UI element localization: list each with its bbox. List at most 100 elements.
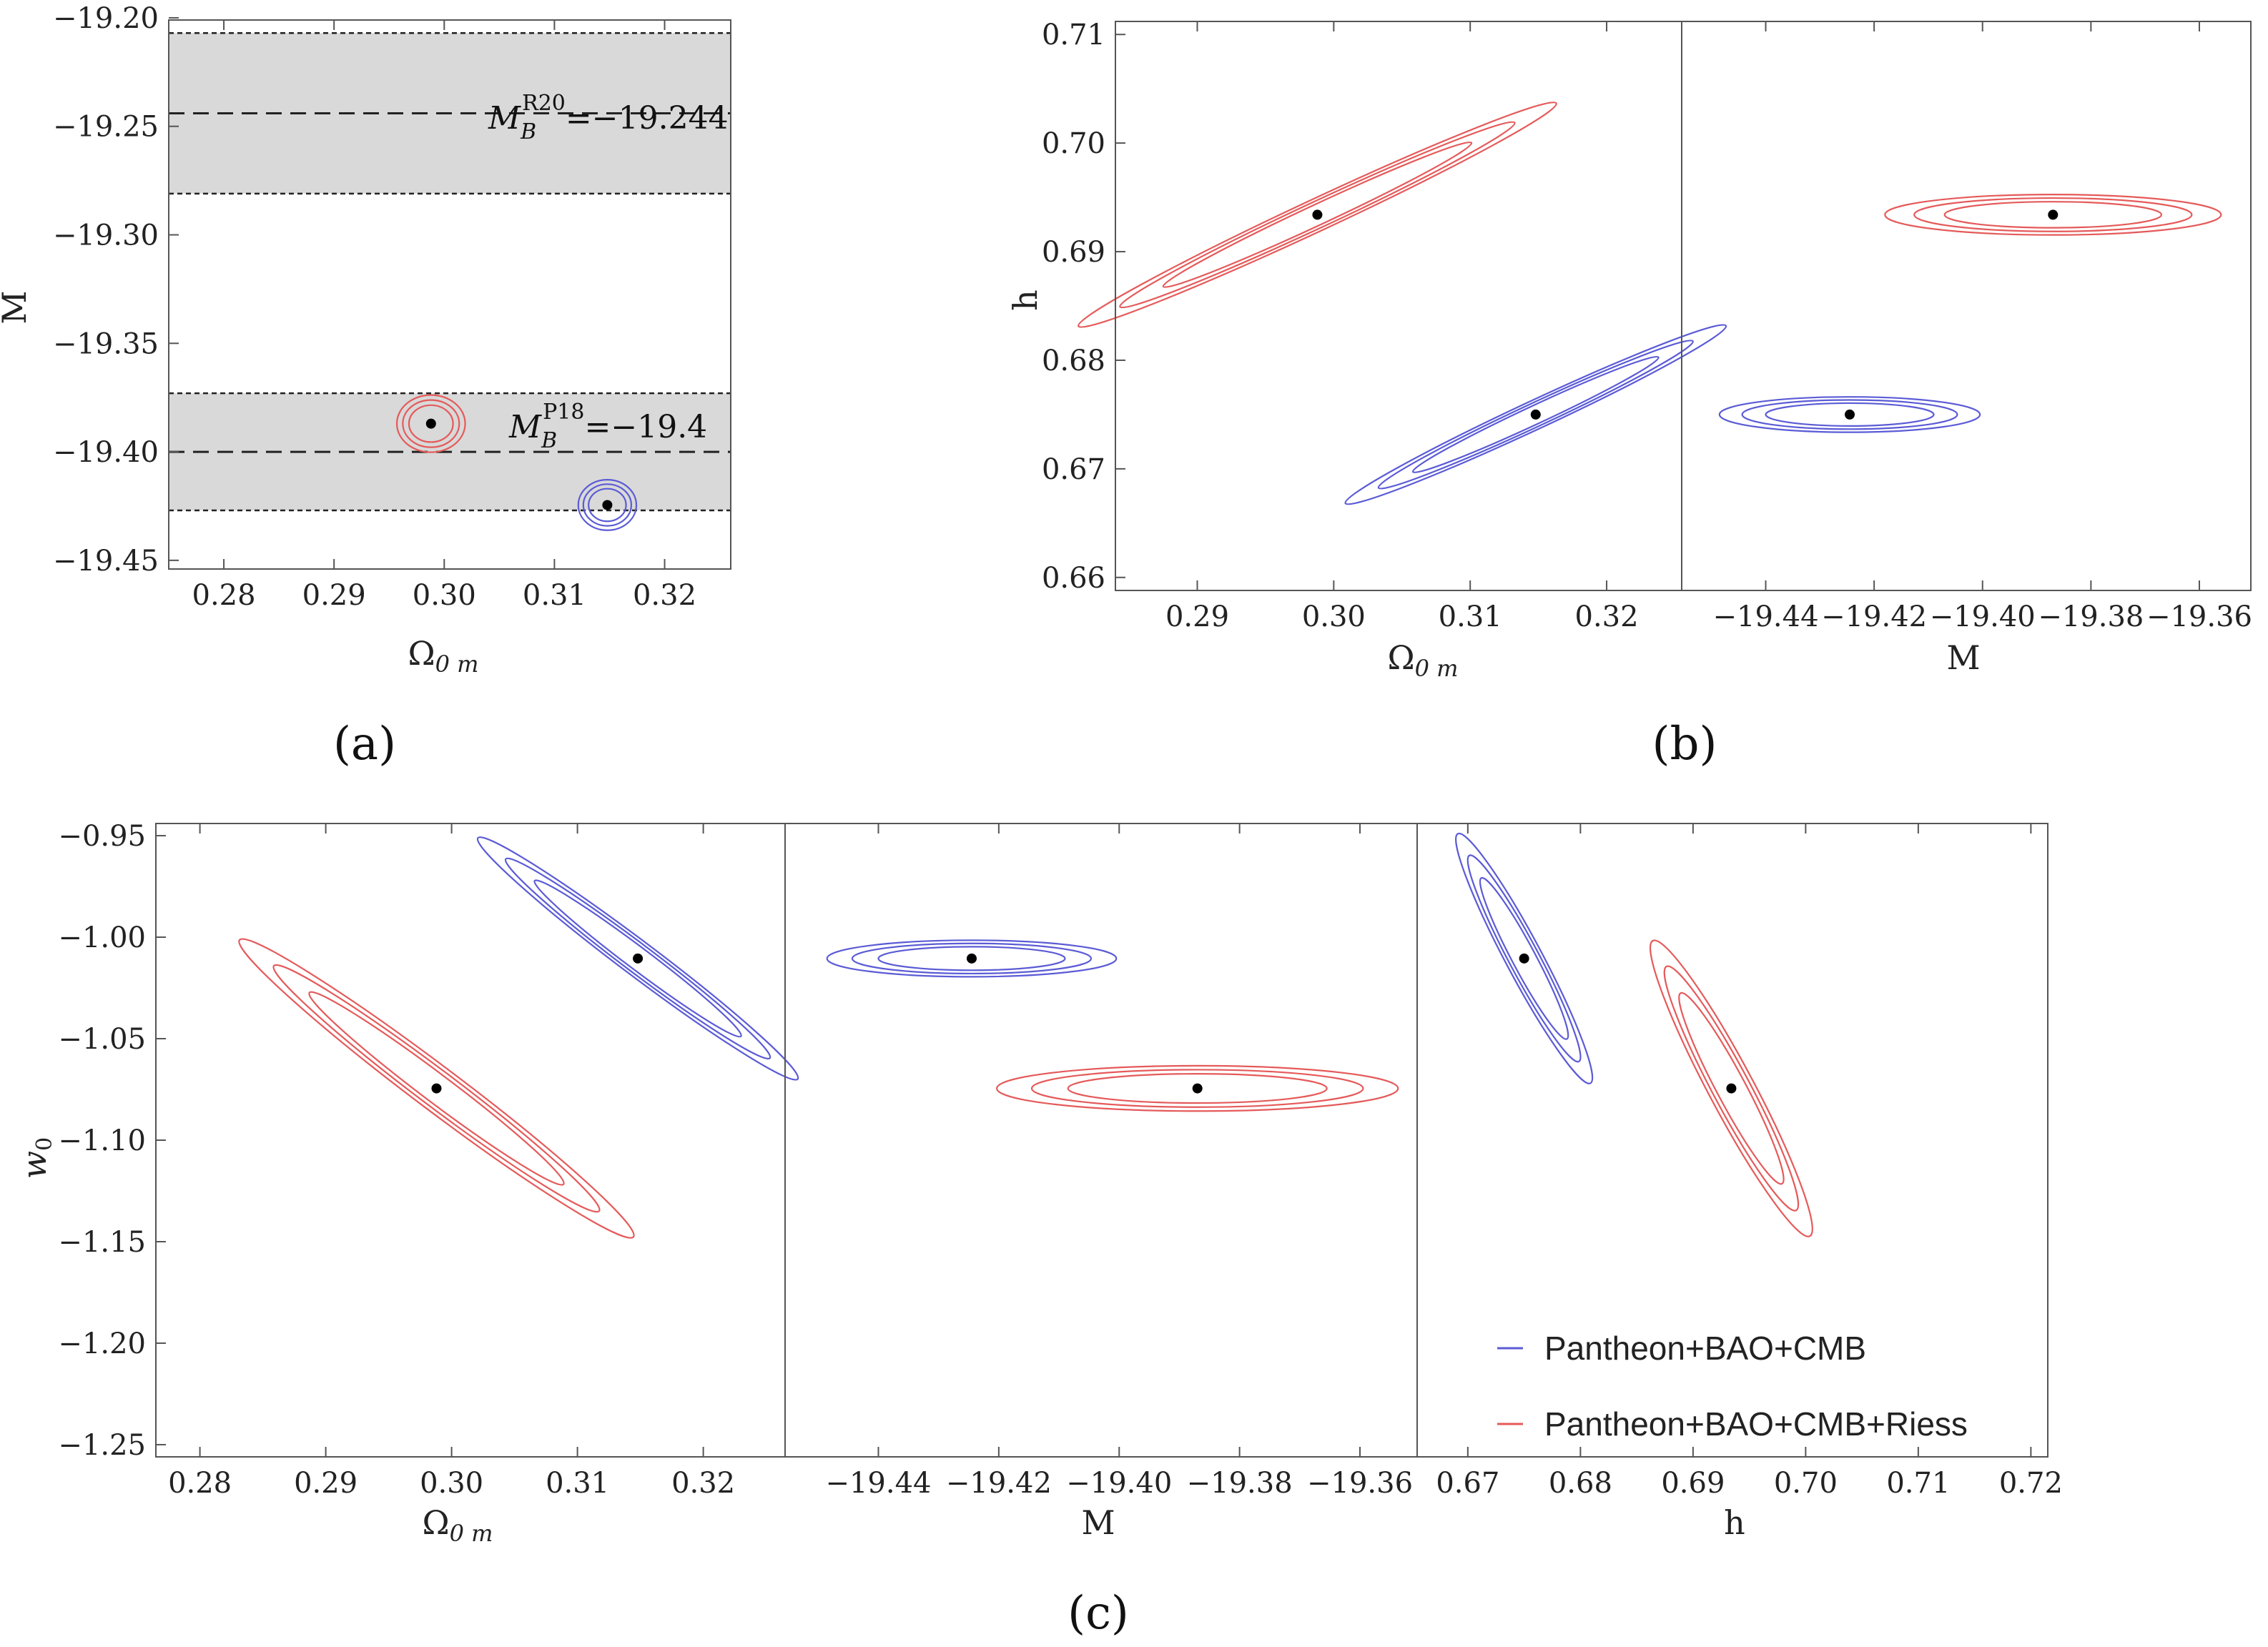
contour-c3-pantheon-bao-cmb-riess-2sigma <box>1663 965 1800 1212</box>
xtick-label-c3: 0.69 <box>1661 1467 1725 1500</box>
xtick-label-b1: 0.31 <box>1439 600 1502 633</box>
contour-c2-pantheon-bao-cmb-riess-3sigma <box>996 1064 1399 1112</box>
contour-a-pantheon-bao-cmb-riess-1sigma <box>408 404 454 443</box>
xtick-label-c1: 0.31 <box>546 1467 609 1500</box>
frame-b1 <box>1115 21 1682 591</box>
ytick-label-a: −19.35 <box>53 327 159 360</box>
ytick-label-c1: −1.25 <box>58 1429 146 1462</box>
contour-c3-pantheon-bao-cmb-riess-3sigma <box>1649 939 1813 1237</box>
ytick-label-c1: −1.05 <box>58 1023 146 1056</box>
ytick-label-b1: 0.69 <box>1042 236 1105 269</box>
xtick-label-c1: 0.30 <box>420 1467 483 1500</box>
xtick-label-c3: 0.67 <box>1436 1467 1499 1500</box>
ytick-label-c1: −1.00 <box>58 921 146 954</box>
best-fit-point-c2-0 <box>966 953 977 964</box>
panel-b1-xlabel: Ω0 m <box>1387 638 1458 682</box>
ytick-label-a: −19.30 <box>53 219 159 252</box>
xtick-label-b2: −19.44 <box>1712 600 1818 633</box>
contour-c2-pantheon-bao-cmb-2sigma <box>851 942 1093 975</box>
xtick-label-c1: 0.28 <box>168 1467 232 1500</box>
contour-c1-pantheon-bao-cmb-riess-3sigma <box>238 938 635 1239</box>
best-fit-point-b1-0 <box>1530 409 1541 420</box>
contour-b2-pantheon-bao-cmb-riess-2sigma <box>1913 197 2193 232</box>
xtick-label-c3: 0.72 <box>1999 1467 2063 1500</box>
frame-b2 <box>1681 21 2252 591</box>
panel-b-ylabel: h <box>1006 290 1045 311</box>
ytick-label-b1: 0.71 <box>1042 19 1105 51</box>
best-fit-point-c1-0 <box>633 953 644 964</box>
contour-b2-pantheon-bao-cmb-riess-3sigma <box>1884 194 2222 236</box>
panel-label-b: (b) <box>1652 718 1717 771</box>
xtick-label-c1: 0.32 <box>671 1467 735 1500</box>
panel-c2-xlabel: M <box>1081 1503 1115 1542</box>
contour-a-pantheon-bao-cmb-3sigma <box>577 479 638 531</box>
contour-b2-pantheon-bao-cmb-3sigma <box>1718 396 1981 433</box>
xtick-label-c2: −19.40 <box>1066 1467 1172 1500</box>
contour-b2-pantheon-bao-cmb-riess-1sigma <box>1943 201 2163 229</box>
xtick-label-a: 0.30 <box>413 579 476 612</box>
contour-b1-pantheon-bao-cmb-riess-1sigma <box>1162 141 1473 288</box>
best-fit-point-c2-1 <box>1192 1083 1203 1094</box>
xtick-label-c3: 0.68 <box>1549 1467 1612 1500</box>
panel-a-ylabel: M <box>0 290 34 324</box>
xtick-label-b2: −19.40 <box>1930 600 2036 633</box>
contour-b1-pantheon-bao-cmb-riess-3sigma <box>1077 102 1557 328</box>
xtick-label-a: 0.29 <box>302 579 366 612</box>
band-label-r20: MBR20=−19.244 <box>488 91 729 144</box>
legend-label-pantheon-bao-cmb-riess: Pantheon+BAO+CMB+Riess <box>1544 1405 1968 1443</box>
ytick-label-c1: −1.10 <box>58 1124 146 1157</box>
ytick-label-a: −19.45 <box>53 545 159 578</box>
best-fit-point-c1-1 <box>431 1083 442 1094</box>
contour-c1-pantheon-bao-cmb-riess-1sigma <box>308 991 565 1186</box>
ytick-label-b1: 0.68 <box>1042 345 1105 377</box>
xtick-label-b1: 0.30 <box>1302 600 1366 633</box>
best-fit-point-b2-1 <box>2048 209 2059 220</box>
xtick-label-c2: −19.42 <box>946 1467 1052 1500</box>
panel-label-a: (a) <box>333 718 396 771</box>
contour-c1-pantheon-bao-cmb-3sigma <box>476 836 799 1081</box>
frame-c3 <box>1416 823 2048 1458</box>
frame-a <box>168 19 731 570</box>
xtick-label-a: 0.28 <box>192 579 256 612</box>
ytick-label-b1: 0.66 <box>1042 562 1105 595</box>
contour-b1-pantheon-bao-cmb-2sigma <box>1377 340 1694 490</box>
best-fit-point-c3-0 <box>1519 953 1529 964</box>
best-fit-point-a-1 <box>425 418 436 429</box>
contour-c1-pantheon-bao-cmb-2sigma <box>504 857 771 1060</box>
contour-a-pantheon-bao-cmb-riess-3sigma <box>395 394 466 453</box>
frame-layer <box>155 19 2252 1458</box>
xtick-label-c2: −19.38 <box>1187 1467 1293 1500</box>
xtick-label-b2: −19.36 <box>2146 600 2252 633</box>
contour-c2-pantheon-bao-cmb-riess-2sigma <box>1030 1069 1364 1108</box>
ytick-label-a: −19.40 <box>53 436 159 469</box>
contour-b1-pantheon-bao-cmb-riess-2sigma <box>1119 121 1516 309</box>
xtick-label-b1: 0.32 <box>1575 600 1639 633</box>
contour-c1-pantheon-bao-cmb-1sigma <box>533 879 742 1038</box>
contour-b1-pantheon-bao-cmb-3sigma <box>1344 324 1727 505</box>
panel-c-ylabel: w0 <box>15 1137 57 1179</box>
band-label-p18: MBP18=−19.4 <box>508 400 707 453</box>
contour-layer <box>238 102 2222 1239</box>
contour-c2-pantheon-bao-cmb-riess-1sigma <box>1067 1073 1328 1104</box>
tick-layer: 0.28 0.29 0.30 0.31 0.32 −19.20 −19.25 −19.30 −1… <box>53 2 2252 1500</box>
contour-a-pantheon-bao-cmb-2sigma <box>582 483 633 527</box>
contour-c1-pantheon-bao-cmb-riess-2sigma <box>272 964 601 1213</box>
ytick-label-c1: −1.15 <box>58 1226 146 1259</box>
best-fit-point-b1-1 <box>1312 209 1323 220</box>
ytick-label-b1: 0.67 <box>1042 453 1105 486</box>
contour-c3-pantheon-bao-cmb-2sigma <box>1466 854 1582 1063</box>
best-fit-point-c3-1 <box>1726 1083 1737 1094</box>
xtick-label-a: 0.31 <box>523 579 586 612</box>
panel-c3-xlabel: h <box>1724 1503 1745 1542</box>
xtick-label-b2: −19.38 <box>2038 600 2144 633</box>
contour-b1-pantheon-bao-cmb-1sigma <box>1411 355 1660 473</box>
xtick-label-b2: −19.42 <box>1821 600 1927 633</box>
contour-c3-pantheon-bao-cmb-riess-1sigma <box>1678 991 1785 1185</box>
best-fit-point-b2-0 <box>1845 409 1855 420</box>
ytick-label-c1: −1.20 <box>58 1327 146 1360</box>
ytick-label-a: −19.25 <box>53 111 159 144</box>
xtick-label-c1: 0.29 <box>294 1467 358 1500</box>
xtick-label-c2: −19.36 <box>1307 1467 1413 1500</box>
contour-c2-pantheon-bao-cmb-1sigma <box>877 946 1066 971</box>
